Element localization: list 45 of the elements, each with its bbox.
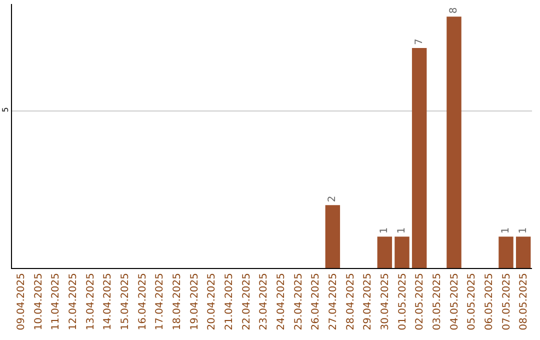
x-tick-label: 19.04.2025 [189, 273, 200, 330]
x-tick-label: 29.04.2025 [362, 273, 374, 330]
x-tick-label: 23.04.2025 [258, 273, 270, 330]
x-tick-label: 28.04.2025 [345, 273, 356, 330]
x-tick-label: 09.04.2025 [16, 273, 27, 330]
x-tick-label: 24.04.2025 [276, 273, 287, 330]
x-tick-label: 27.04.2025 [328, 273, 339, 330]
x-tick-label: 18.04.2025 [172, 273, 183, 330]
data-label: 1 [518, 227, 529, 234]
x-tick-label: 08.05.2025 [518, 273, 530, 330]
x-tick-label: 22.04.2025 [241, 273, 252, 330]
x-tick-label: 05.05.2025 [466, 273, 478, 330]
x-tick-label: 20.04.2025 [206, 273, 218, 330]
data-label: 1 [500, 227, 512, 234]
x-tick-label: 07.05.2025 [501, 273, 512, 330]
data-label: 1 [379, 227, 390, 234]
data-label: 8 [448, 7, 460, 14]
x-tick-label: 02.05.2025 [414, 273, 426, 330]
x-tick-label: 26.04.2025 [310, 273, 322, 330]
x-tick-label: 21.04.2025 [224, 273, 235, 330]
y-tick-label: 5 [0, 107, 10, 112]
data-label: 7 [414, 38, 425, 45]
data-label: 1 [396, 227, 408, 234]
data-label: 2 [327, 196, 338, 202]
x-tick-label: 30.04.2025 [380, 273, 391, 330]
bar [377, 236, 392, 268]
bar [498, 236, 514, 268]
bar [394, 236, 410, 268]
x-tick-label: 25.04.2025 [293, 273, 304, 330]
x-tick-label: 03.05.2025 [432, 273, 443, 330]
x-tick-label: 10.04.2025 [33, 273, 44, 330]
x-tick-label: 13.04.2025 [85, 273, 96, 330]
x-tick-label: 12.04.2025 [68, 273, 79, 330]
x-tick-label: 04.05.2025 [449, 273, 460, 330]
x-tick-label: 01.05.2025 [397, 273, 408, 330]
x-tick-label: 16.04.2025 [137, 273, 148, 330]
x-tick-label: 15.04.2025 [120, 273, 131, 330]
bar [412, 48, 427, 268]
x-tick-label: 11.04.2025 [50, 273, 62, 330]
bar [446, 16, 462, 268]
bar [516, 236, 531, 268]
x-tick-label: 14.04.2025 [102, 273, 114, 330]
x-tick-label: 17.04.2025 [154, 273, 166, 330]
x-tick-label: 06.05.2025 [484, 273, 495, 330]
bar [325, 205, 340, 268]
